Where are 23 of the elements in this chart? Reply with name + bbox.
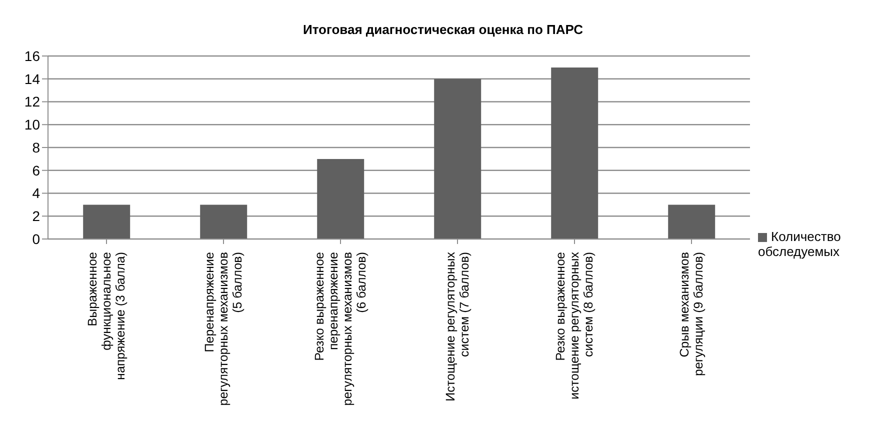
y-tick-label: 4: [32, 185, 40, 202]
x-tick-label: Истощение регуляторных систем (7 баллов): [444, 251, 472, 402]
y-tick-label: 2: [32, 208, 40, 224]
y-tick-label: 12: [24, 94, 40, 110]
y-tick-label: 0: [32, 230, 40, 247]
x-tick-label: Резко выраженное истощение регуляторных систем (8 баллов): [554, 251, 596, 400]
x-tick-label: Срыв механизмов регуляции (9 баллов): [678, 252, 706, 376]
bar: [434, 78, 482, 239]
bar: [200, 204, 248, 239]
x-tick-label: Перенапряжение регуляторных механизмов (5 баллов): [202, 252, 244, 406]
y-tick-label: 8: [32, 139, 40, 156]
chart-title: Итоговая диагностическая оценка по ПАРС: [302, 22, 584, 39]
x-tick-label: Резко выраженное перенапряжение регуляторных механизмов (6 баллов): [312, 252, 368, 406]
bar: [551, 67, 598, 239]
bar: [317, 158, 364, 239]
y-tick-label: 14: [24, 70, 40, 87]
x-tick-label: Выраженное функциональное напряжение (3 балла): [86, 252, 128, 380]
y-tick-label: 6: [32, 162, 40, 178]
y-tick-label: 10: [24, 116, 40, 133]
bar: [668, 204, 716, 239]
y-tick-label: 16: [24, 48, 40, 64]
legend-label: Количество обследуемых: [758, 229, 841, 259]
bar: [83, 204, 130, 239]
